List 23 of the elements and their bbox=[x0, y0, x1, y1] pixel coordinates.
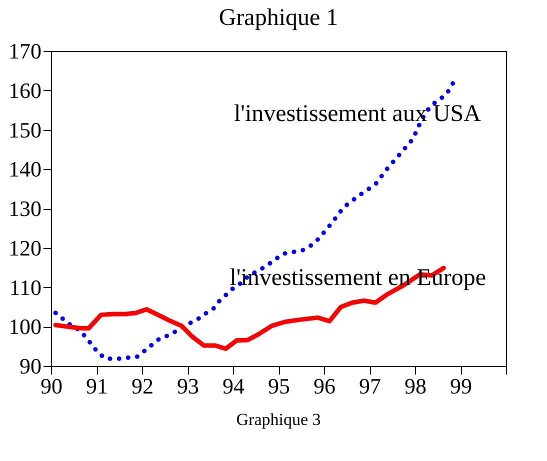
y-tick-label: 140 bbox=[8, 156, 42, 182]
x-tick-label: 97 bbox=[359, 374, 381, 398]
series-label: l'investissement en Europe bbox=[230, 264, 486, 291]
y-tick-label: 100 bbox=[8, 314, 42, 340]
y-tick-label: 90 bbox=[20, 354, 42, 378]
x-tick-label: 90 bbox=[40, 374, 62, 398]
series-label: l'investissement aux USA bbox=[234, 101, 482, 127]
y-tick-label: 110 bbox=[9, 274, 42, 300]
y-tick-label: 160 bbox=[8, 78, 42, 103]
x-tick-label: 94 bbox=[222, 374, 244, 398]
y-tick-label: 170 bbox=[8, 38, 42, 64]
x-tick-label: 96 bbox=[314, 374, 336, 398]
text: Graphique 3 bbox=[236, 410, 321, 429]
x-tick-label: 93 bbox=[177, 374, 199, 398]
y-tick-label: 150 bbox=[8, 117, 42, 142]
x-tick-label: 98 bbox=[404, 374, 426, 398]
x-tick-label: 99 bbox=[450, 374, 472, 398]
y-tick-label: 120 bbox=[8, 235, 42, 260]
x-tick-label: 95 bbox=[268, 374, 290, 398]
x-tick-label: 91 bbox=[86, 374, 108, 398]
y-tick-label: 130 bbox=[8, 196, 42, 221]
chart-title: Graphique 1 bbox=[218, 5, 338, 31]
x-tick-label: 92 bbox=[132, 374, 154, 398]
